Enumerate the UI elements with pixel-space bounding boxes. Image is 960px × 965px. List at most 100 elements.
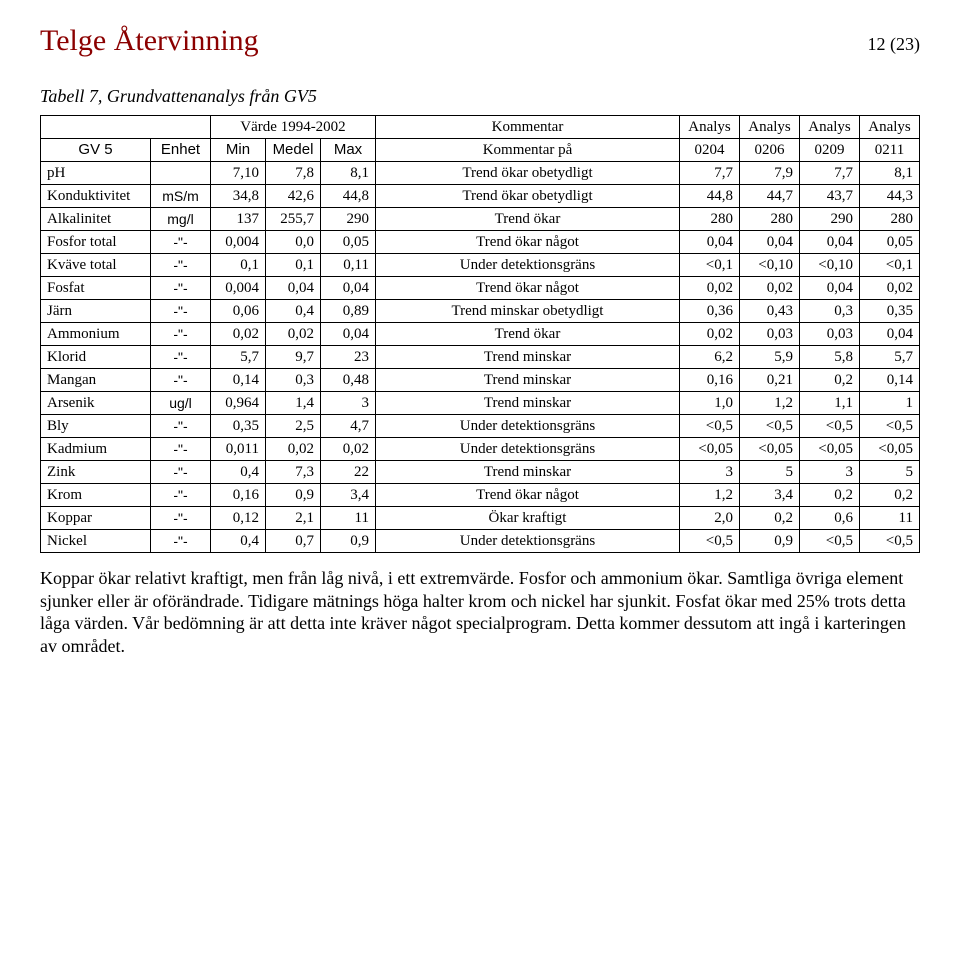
cell-analys-1: 44,8 — [680, 185, 740, 208]
cell-max: 0,11 — [321, 254, 376, 277]
group-header-analys-2: Analys — [740, 116, 800, 139]
cell-analys-3: 1,1 — [800, 392, 860, 415]
col-header-0209: 0209 — [800, 139, 860, 162]
cell-enhet: -"- — [151, 369, 211, 392]
cell-enhet: -"- — [151, 438, 211, 461]
cell-medel: 2,1 — [266, 507, 321, 530]
cell-analys-1: 0,02 — [680, 323, 740, 346]
cell-max: 0,04 — [321, 277, 376, 300]
cell-max: 0,05 — [321, 231, 376, 254]
table-row: Mangan-"-0,140,30,48Trend minskar0,160,2… — [41, 369, 920, 392]
cell-kommentar: Trend minskar — [376, 346, 680, 369]
cell-max: 0,48 — [321, 369, 376, 392]
cell-analys-3: <0,5 — [800, 415, 860, 438]
cell-param: pH — [41, 162, 151, 185]
cell-medel: 7,8 — [266, 162, 321, 185]
cell-analys-4: 1 — [860, 392, 920, 415]
cell-kommentar: Trend ökar obetydligt — [376, 185, 680, 208]
cell-analys-4: 280 — [860, 208, 920, 231]
cell-kommentar: Trend ökar — [376, 208, 680, 231]
cell-analys-1: 0,16 — [680, 369, 740, 392]
cell-analys-1: 1,2 — [680, 484, 740, 507]
cell-analys-1: 1,0 — [680, 392, 740, 415]
table-body: pH7,107,88,1Trend ökar obetydligt7,77,97… — [41, 162, 920, 553]
cell-enhet: mg/l — [151, 208, 211, 231]
cell-param: Järn — [41, 300, 151, 323]
cell-kommentar: Trend ökar något — [376, 277, 680, 300]
cell-analys-2: 3,4 — [740, 484, 800, 507]
cell-analys-1: <0,5 — [680, 530, 740, 553]
cell-analys-1: 280 — [680, 208, 740, 231]
cell-max: 44,8 — [321, 185, 376, 208]
cell-kommentar: Trend minskar — [376, 392, 680, 415]
cell-enhet: -"- — [151, 323, 211, 346]
cell-param: Klorid — [41, 346, 151, 369]
cell-analys-2: 0,21 — [740, 369, 800, 392]
cell-medel: 0,04 — [266, 277, 321, 300]
data-table: Värde 1994-2002 Kommentar Analys Analys … — [40, 115, 920, 553]
table-row: Ammonium-"-0,020,020,04Trend ökar0,020,0… — [41, 323, 920, 346]
cell-medel: 0,1 — [266, 254, 321, 277]
cell-enhet: -"- — [151, 530, 211, 553]
group-header-blank — [41, 116, 211, 139]
group-header-analys-3: Analys — [800, 116, 860, 139]
cell-analys-2: 0,03 — [740, 323, 800, 346]
cell-kommentar: Trend ökar obetydligt — [376, 162, 680, 185]
cell-analys-3: 5,8 — [800, 346, 860, 369]
cell-analys-1: <0,1 — [680, 254, 740, 277]
cell-min: 0,4 — [211, 461, 266, 484]
cell-min: 0,14 — [211, 369, 266, 392]
cell-analys-3: <0,05 — [800, 438, 860, 461]
table-row: Zink-"-0,47,322Trend minskar3535 — [41, 461, 920, 484]
cell-max: 23 — [321, 346, 376, 369]
col-header-0204: 0204 — [680, 139, 740, 162]
table-row: Järn-"-0,060,40,89Trend minskar obetydli… — [41, 300, 920, 323]
table-row: Kväve total-"-0,10,10,11Under detektions… — [41, 254, 920, 277]
col-header-0206: 0206 — [740, 139, 800, 162]
table-row: Fosfat-"-0,0040,040,04Trend ökar något0,… — [41, 277, 920, 300]
cell-max: 22 — [321, 461, 376, 484]
cell-enhet: -"- — [151, 484, 211, 507]
cell-analys-4: 11 — [860, 507, 920, 530]
cell-min: 0,06 — [211, 300, 266, 323]
cell-analys-2: 0,04 — [740, 231, 800, 254]
col-header-gv5: GV 5 — [41, 139, 151, 162]
cell-min: 0,12 — [211, 507, 266, 530]
cell-medel: 0,0 — [266, 231, 321, 254]
cell-analys-2: 0,02 — [740, 277, 800, 300]
col-header-kommentar: Kommentar på — [376, 139, 680, 162]
cell-analys-4: 8,1 — [860, 162, 920, 185]
cell-analys-4: <0,5 — [860, 530, 920, 553]
cell-enhet: -"- — [151, 254, 211, 277]
cell-analys-3: 3 — [800, 461, 860, 484]
cell-param: Fosfor total — [41, 231, 151, 254]
cell-analys-3: 0,2 — [800, 369, 860, 392]
cell-max: 0,04 — [321, 323, 376, 346]
cell-enhet: -"- — [151, 415, 211, 438]
cell-analys-3: 0,2 — [800, 484, 860, 507]
cell-medel: 0,4 — [266, 300, 321, 323]
body-paragraph: Koppar ökar relativt kraftigt, men från … — [40, 567, 920, 657]
col-header-medel: Medel — [266, 139, 321, 162]
cell-analys-2: 0,43 — [740, 300, 800, 323]
cell-param: Fosfat — [41, 277, 151, 300]
cell-max: 11 — [321, 507, 376, 530]
cell-analys-3: <0,10 — [800, 254, 860, 277]
cell-analys-3: 7,7 — [800, 162, 860, 185]
table-row: Bly-"-0,352,54,7Under detektionsgräns<0,… — [41, 415, 920, 438]
cell-kommentar: Trend ökar något — [376, 484, 680, 507]
cell-analys-2: <0,05 — [740, 438, 800, 461]
cell-param: Nickel — [41, 530, 151, 553]
col-header-min: Min — [211, 139, 266, 162]
cell-kommentar: Under detektionsgräns — [376, 530, 680, 553]
cell-param: Kadmium — [41, 438, 151, 461]
cell-min: 0,16 — [211, 484, 266, 507]
table-row: Koppar-"-0,122,111Ökar kraftigt2,00,20,6… — [41, 507, 920, 530]
cell-analys-4: 0,04 — [860, 323, 920, 346]
table-row: Kadmium-"-0,0110,020,02Under detektionsg… — [41, 438, 920, 461]
cell-analys-1: 6,2 — [680, 346, 740, 369]
cell-param: Bly — [41, 415, 151, 438]
cell-analys-2: 5,9 — [740, 346, 800, 369]
group-header-row: Värde 1994-2002 Kommentar Analys Analys … — [41, 116, 920, 139]
cell-analys-1: 0,04 — [680, 231, 740, 254]
